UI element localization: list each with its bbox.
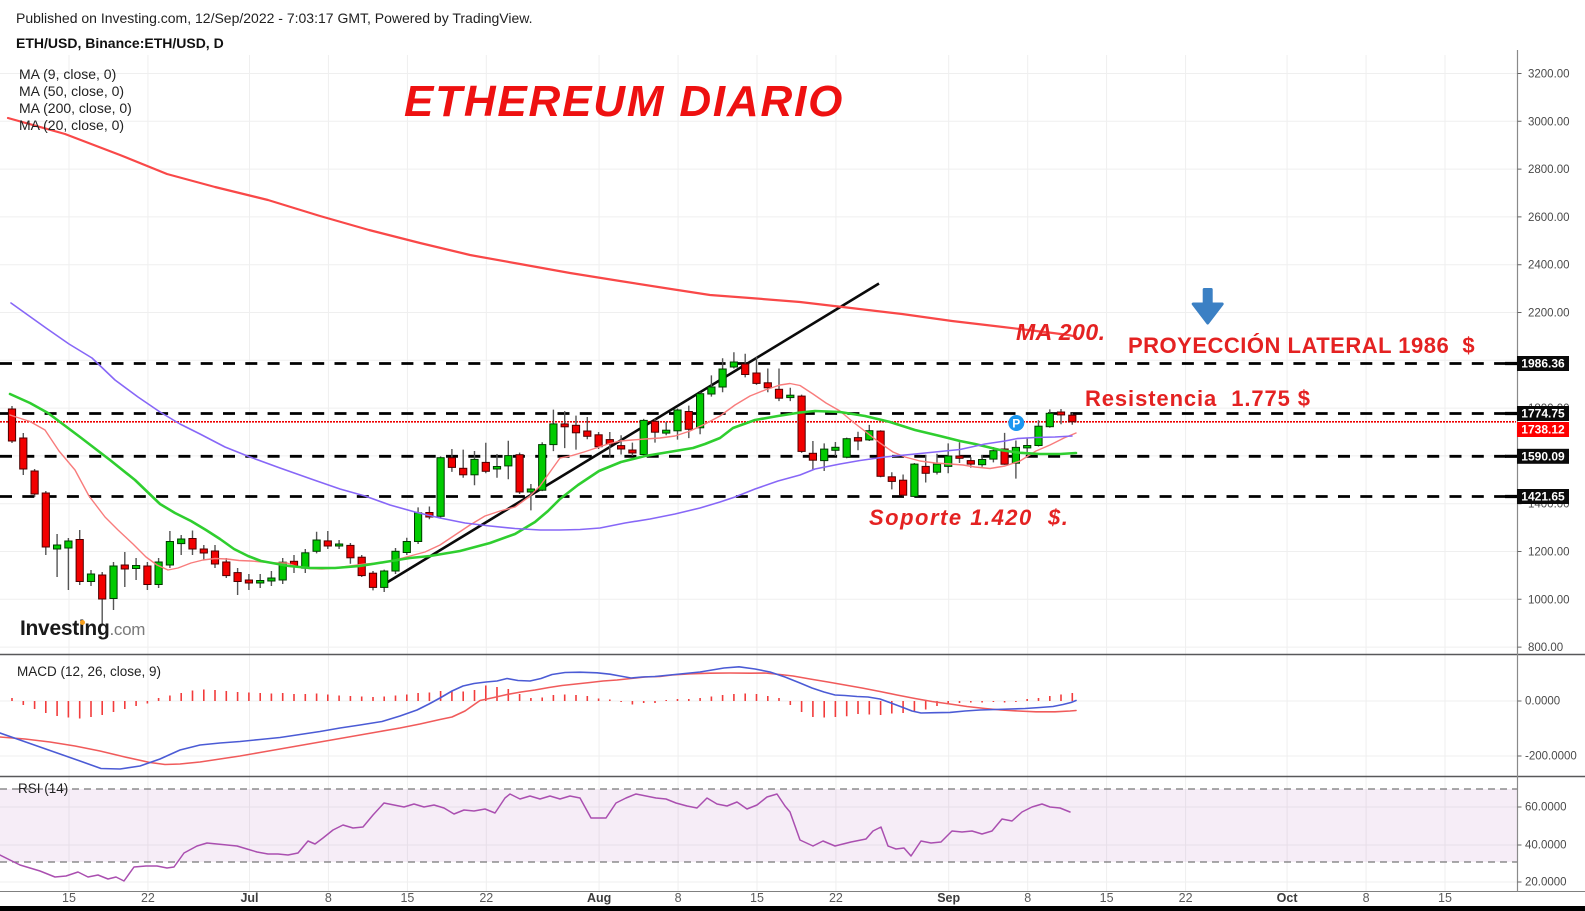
svg-text:1421.65: 1421.65 [1521,490,1565,504]
svg-text:60.0000: 60.0000 [1525,802,1567,814]
svg-text:0.0000: 0.0000 [1525,696,1560,708]
svg-text:22: 22 [479,891,493,905]
svg-text:8: 8 [675,891,682,905]
svg-text:8: 8 [1024,891,1031,905]
svg-text:1738.12: 1738.12 [1521,423,1565,437]
svg-text:2200.00: 2200.00 [1528,308,1570,320]
svg-text:1774.75: 1774.75 [1521,407,1565,421]
svg-text:2600.00: 2600.00 [1528,212,1570,224]
svg-text:15: 15 [1438,891,1452,905]
svg-text:2400.00: 2400.00 [1528,260,1570,272]
svg-text:P: P [1012,417,1020,431]
svg-text:40.0000: 40.0000 [1525,840,1567,852]
svg-text:-200.0000: -200.0000 [1525,751,1577,763]
svg-text:22: 22 [829,891,843,905]
svg-text:800.00: 800.00 [1528,642,1563,654]
svg-text:2800.00: 2800.00 [1528,164,1570,176]
svg-text:15: 15 [400,891,414,905]
svg-text:8: 8 [1363,891,1370,905]
svg-text:Sep: Sep [937,891,960,905]
svg-text:15: 15 [750,891,764,905]
svg-text:3000.00: 3000.00 [1528,116,1570,128]
svg-text:15: 15 [62,891,76,905]
svg-text:20.0000: 20.0000 [1525,877,1567,889]
svg-text:15: 15 [1100,891,1114,905]
svg-text:1000.00: 1000.00 [1528,594,1570,606]
svg-text:1590.09: 1590.09 [1521,450,1565,464]
svg-text:22: 22 [141,891,155,905]
svg-text:Oct: Oct [1277,891,1299,905]
svg-text:1986.36: 1986.36 [1521,357,1565,371]
svg-text:Aug: Aug [587,891,611,905]
svg-text:Jul: Jul [240,891,258,905]
svg-text:22: 22 [1179,891,1193,905]
svg-text:1200.00: 1200.00 [1528,547,1570,559]
svg-text:8: 8 [325,891,332,905]
svg-text:3200.00: 3200.00 [1528,69,1570,81]
